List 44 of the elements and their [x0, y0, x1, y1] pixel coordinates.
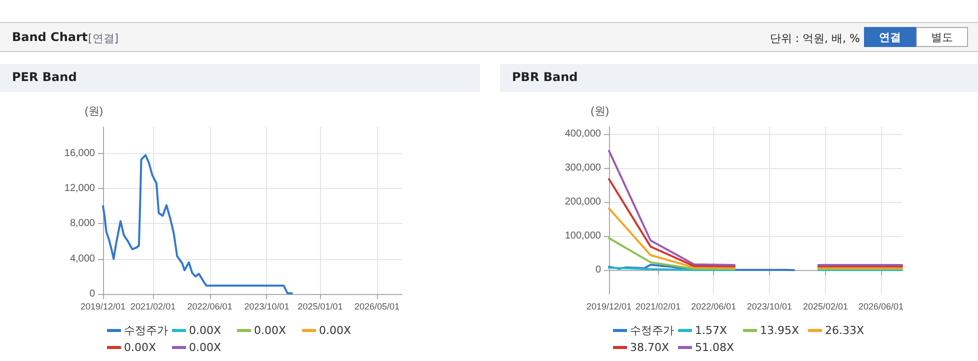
- legend-label: 1.57X: [695, 324, 728, 337]
- x-tick-label: 2021/02/01: [130, 302, 176, 312]
- x-tick-label: 2021/02/01: [636, 302, 681, 312]
- x-tick-label: 2022/06/01: [187, 302, 232, 312]
- chart-title: PBR Band: [500, 64, 978, 92]
- x-tick-label: 2025/01/01: [298, 302, 343, 312]
- y-tick-label: 4,000: [70, 253, 96, 264]
- text: 단위 : 억원, 배, %: [770, 31, 860, 46]
- legend-label: 수정주가: [630, 324, 674, 337]
- y-tick-label: 100,000: [564, 230, 602, 242]
- y-tick-label: 200,000: [564, 196, 602, 208]
- y-axis-title: (원): [590, 106, 609, 118]
- x-tick-label: 2019/12/01: [586, 302, 632, 312]
- x-tick-label: 2023/10/01: [244, 302, 290, 312]
- y-tick-label: 300,000: [564, 162, 602, 174]
- x-tick-label: 2019/12/01: [80, 302, 126, 312]
- legend-label: 38.70X: [630, 341, 670, 354]
- x-tick-label: 2026/05/01: [354, 302, 400, 312]
- x-tick-label: 2023/10/01: [746, 302, 792, 312]
- y-tick-label: 12,000: [64, 183, 96, 194]
- text: 별도: [916, 27, 968, 47]
- legend-label: 0.00X: [124, 341, 156, 354]
- legend-label: 0.00X: [254, 324, 286, 337]
- chart-title: PER Band: [0, 64, 480, 92]
- x-tick-label: 2025/02/01: [802, 302, 848, 312]
- legend-label: 0.00X: [189, 341, 222, 354]
- y-tick-label: 0: [89, 288, 96, 300]
- x-tick-label: 2022/06/01: [691, 302, 736, 312]
- legend-label: 13.95X: [760, 324, 800, 337]
- line-series: [102, 154, 293, 294]
- legend-label: 51.08X: [695, 341, 734, 354]
- text: Band Chart: [12, 30, 88, 44]
- legend-label: 수정주가: [124, 324, 168, 337]
- y-tick-label: 16,000: [64, 148, 96, 159]
- y-tick-label: 400,000: [564, 128, 602, 140]
- x-tick-label: 2026/06/01: [858, 302, 904, 312]
- y-axis-title: (원): [84, 106, 103, 118]
- text: 연결: [864, 27, 916, 47]
- text: [연결]: [88, 31, 119, 46]
- y-tick-label: 8,000: [70, 218, 96, 230]
- legend-label: 0.00X: [189, 324, 222, 337]
- y-tick-label: 0: [595, 264, 602, 276]
- legend-label: 0.00X: [319, 324, 352, 337]
- legend-label: 26.33X: [825, 324, 864, 337]
